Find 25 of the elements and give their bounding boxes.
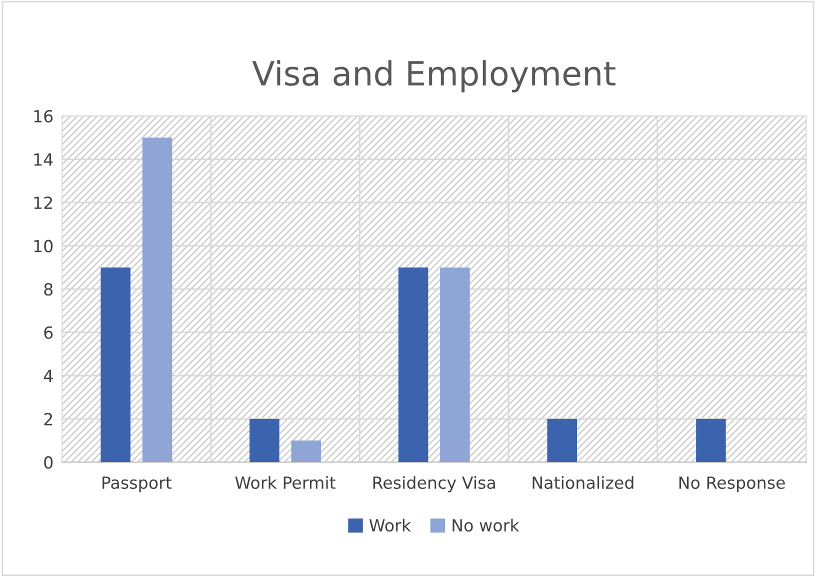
chart-title: Visa and Employment — [252, 60, 616, 92]
y-tick-label: 12 — [34, 196, 52, 209]
bar — [440, 267, 470, 462]
x-tick-label: No Response — [679, 476, 785, 492]
y-tick-label: 0 — [44, 456, 53, 469]
bar — [100, 267, 130, 462]
y-tick-label: 10 — [34, 240, 53, 252]
y-tick-label: 6 — [44, 326, 53, 339]
legend-label: No work — [452, 518, 520, 532]
bar — [696, 418, 726, 462]
bar — [142, 138, 172, 462]
x-tick-label: Nationalized — [532, 476, 634, 489]
x-tick-label: Passport — [102, 476, 172, 492]
bar — [291, 440, 321, 462]
x-tick-label: Work Permit — [235, 476, 336, 489]
y-tick-label: 14 — [34, 153, 53, 166]
y-tick-label: 8 — [44, 283, 53, 296]
y-tick-label: 4 — [44, 370, 53, 382]
bar — [398, 267, 428, 462]
legend-label: Work — [369, 518, 412, 532]
x-tick-label: Residency Visa — [373, 476, 495, 492]
y-tick-label: 2 — [44, 412, 52, 426]
y-tick-label: 16 — [34, 110, 53, 123]
bar — [250, 418, 280, 462]
bar — [547, 418, 577, 462]
